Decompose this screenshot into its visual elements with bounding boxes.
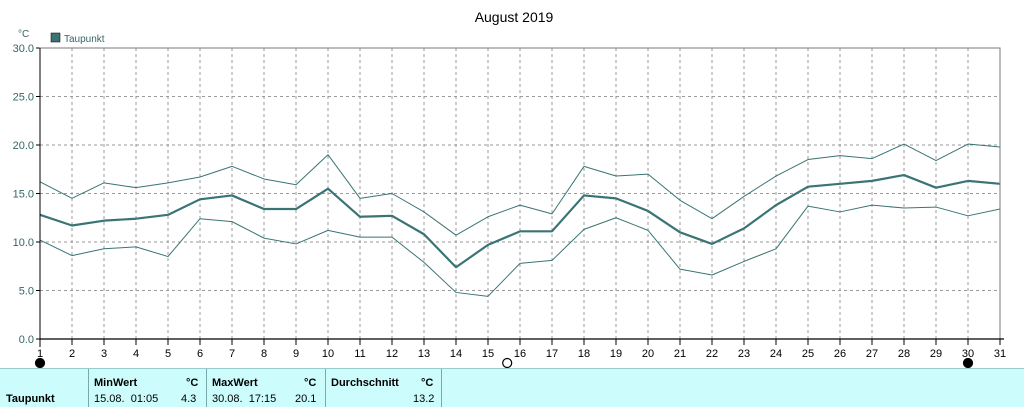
x-tick-label: 4 (133, 348, 139, 360)
x-tick-label: 30 (962, 348, 974, 360)
x-tick-label: 27 (866, 348, 878, 360)
y-axis-unit: °C (18, 29, 29, 40)
moon-phases (34, 357, 974, 368)
chart-title: August 2019 (475, 9, 554, 25)
min-value: 4.3 (181, 393, 197, 405)
y-tick-label: 20.0 (13, 140, 34, 152)
x-tick-label: 3 (101, 348, 107, 360)
x-tick-label: 6 (197, 348, 203, 360)
x-tick-label: 26 (834, 348, 846, 360)
stats-row-label: Taupunkt (6, 393, 55, 405)
x-tick-label: 16 (514, 348, 526, 360)
x-tick-label: 13 (418, 348, 430, 360)
x-tick-label: 21 (674, 348, 686, 360)
x-tick-label: 22 (706, 348, 718, 360)
avg-value: 13.2 (413, 393, 435, 405)
x-tick-label: 19 (610, 348, 622, 360)
y-tick-label: 5.0 (19, 286, 34, 298)
x-tick-label: 5 (165, 348, 171, 360)
x-tick-label: 25 (802, 348, 814, 360)
legend-swatch (50, 32, 61, 43)
series-mean-line (39, 173, 1001, 269)
y-tick-label: 15.0 (13, 189, 34, 201)
x-tick-label: 11 (354, 348, 365, 360)
series-max-line (39, 143, 1001, 236)
x-tick-label: 17 (546, 348, 558, 360)
grid (40, 48, 1000, 339)
x-tick-label: 1 (37, 348, 43, 360)
x-tick-label: 8 (261, 348, 267, 360)
series-lines (39, 143, 1001, 297)
x-tick-label: 31 (994, 348, 1006, 360)
series-min-line (39, 204, 1001, 297)
min-header: MinWert (94, 377, 138, 389)
y-tick-label: 10.0 (13, 237, 34, 249)
x-tick-label: 23 (738, 348, 750, 360)
x-tick-label: 29 (930, 348, 942, 360)
x-tick-label: 18 (578, 348, 590, 360)
avg-header: Durchschnitt (331, 377, 399, 389)
x-tick-label: 20 (642, 348, 654, 360)
x-tick-label: 7 (229, 348, 235, 360)
max-unit: °C (304, 377, 317, 389)
min-unit: °C (186, 377, 199, 389)
x-tick-label: 10 (322, 348, 334, 360)
new-moon-icon (34, 357, 46, 368)
legend-label: Taupunkt (64, 34, 105, 45)
avg-unit: °C (421, 377, 434, 389)
new-moon-icon (962, 357, 974, 368)
x-tick-label: 12 (386, 348, 398, 360)
max-time: 30.08. 17:15 (212, 393, 277, 405)
statistics-bar: Taupunkt MinWert °C 15.08. 01:05 4.3 Max… (0, 368, 1024, 407)
x-tick-label: 2 (69, 348, 75, 360)
axes: 0.05.010.015.020.025.030.01 2 3 4 5 6 7 8 9 10 11 1… (13, 43, 1007, 360)
min-time: 15.08. 01:05 (94, 393, 159, 405)
max-header: MaxWert (212, 377, 258, 389)
x-tick-label: 15 (482, 348, 494, 360)
x-tick-label: 24 (770, 348, 782, 360)
full-moon-icon (502, 357, 513, 368)
dewpoint-chart: August 2019 °C Taupunkt 0.0 5.0 10.0 15.0 20… (13, 9, 1007, 368)
y-tick-label: 30.0 (13, 43, 34, 55)
x-tick-label: 28 (898, 348, 910, 360)
max-value: 20.1 (295, 393, 317, 405)
y-tick-label: 25.0 (13, 92, 34, 104)
x-tick-label: 9 (293, 348, 299, 360)
y-tick-label: 0.0 (19, 334, 34, 346)
x-tick-label: 14 (450, 348, 462, 360)
